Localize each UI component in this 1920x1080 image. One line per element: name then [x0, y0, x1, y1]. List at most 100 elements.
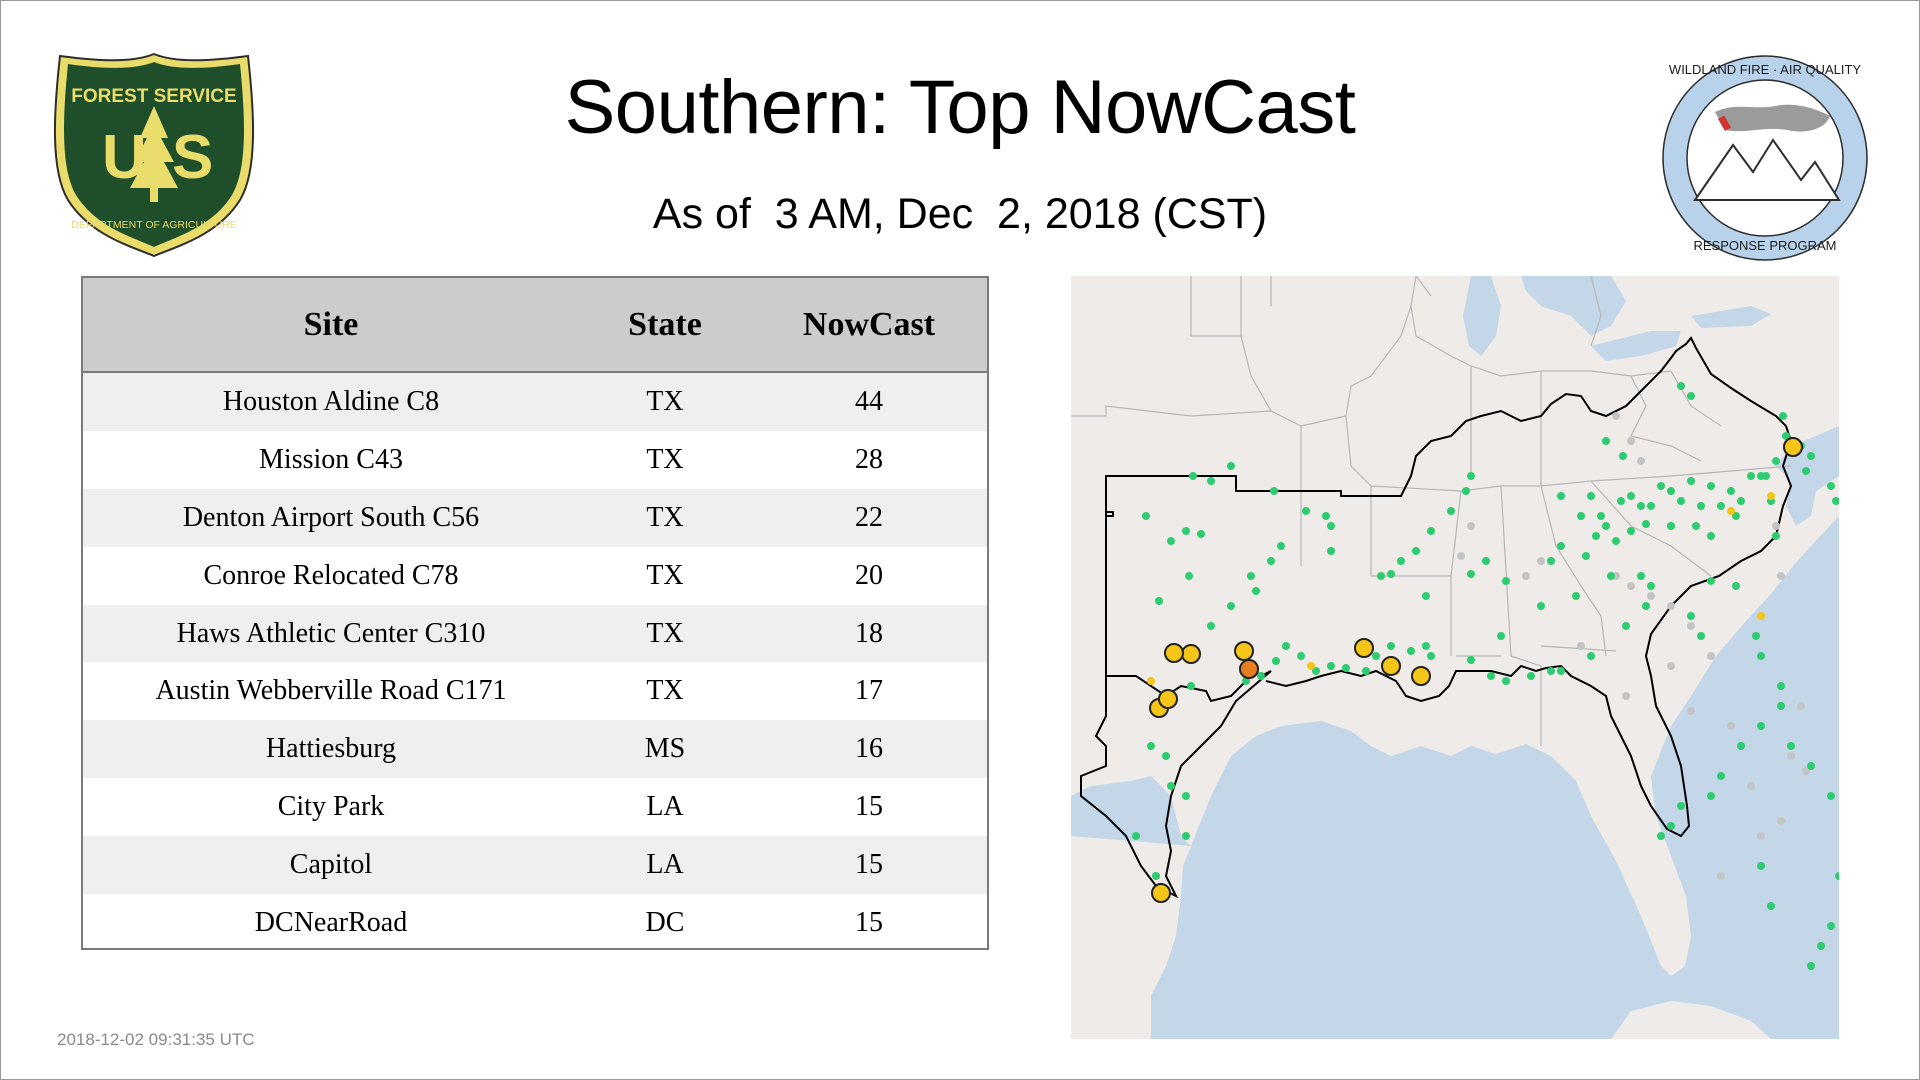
monitor-marker-good: [1667, 487, 1675, 495]
monitor-marker-good: [1185, 572, 1193, 580]
monitor-marker-moderate: [1381, 656, 1401, 676]
gulf-of-mexico: [1071, 516, 1839, 1039]
monitor-marker-no-data: [1647, 592, 1655, 600]
nowcast-cell: 15: [855, 849, 883, 881]
monitor-marker-good: [1167, 782, 1175, 790]
state-cell: TX: [646, 385, 684, 417]
monitor-marker-good: [1302, 507, 1310, 515]
monitor-marker-no-data: [1687, 622, 1695, 630]
monitor-marker-good: [1772, 532, 1780, 540]
monitor-marker-good: [1802, 467, 1810, 475]
state-cell: TX: [646, 559, 684, 591]
monitor-marker-good: [1602, 522, 1610, 530]
monitor-marker-good: [1667, 822, 1675, 830]
monitor-marker-good: [1155, 597, 1163, 605]
monitor-marker-good: [1687, 477, 1695, 485]
monitor-marker-good: [1687, 392, 1695, 400]
table-row: Hattiesburg MS 16: [83, 720, 987, 779]
monitor-marker-good: [1312, 667, 1320, 675]
monitor-marker-good: [1267, 557, 1275, 565]
monitor-marker-good: [1557, 542, 1565, 550]
site-cell: City Park: [277, 791, 385, 823]
state-cell: DC: [645, 906, 685, 938]
nowcast-cell: 22: [855, 501, 883, 533]
monitor-marker-good: [1717, 772, 1725, 780]
monitor-marker-good: [1412, 547, 1420, 555]
column-header-site: Site: [303, 305, 359, 343]
site-cell: Conroe Relocated C78: [203, 559, 459, 591]
monitor-marker-good: [1372, 652, 1380, 660]
monitor-marker-good: [1362, 667, 1370, 675]
monitor-marker-good: [1637, 502, 1645, 510]
table-row: Conroe Relocated C78 TX 20: [83, 546, 987, 605]
nowcast-cell: 16: [855, 733, 883, 765]
monitor-marker-good: [1647, 582, 1655, 590]
state-cell: TX: [646, 443, 684, 475]
monitor-marker-no-data: [1727, 722, 1735, 730]
state-cell: TX: [646, 675, 684, 707]
monitor-marker-no-data: [1612, 412, 1620, 420]
monitor-marker-good: [1142, 512, 1150, 520]
monitor-marker-no-data: [1757, 832, 1765, 840]
nowcast-cell: 15: [855, 906, 883, 938]
monitor-marker-good: [1757, 652, 1765, 660]
nowcast-cell: 28: [855, 443, 883, 475]
monitor-marker-good: [1779, 412, 1787, 420]
page-subtitle: As of 3 AM, Dec 2, 2018 (CST): [652, 190, 1268, 238]
monitor-marker-good: [1187, 682, 1195, 690]
monitor-marker-good: [1707, 482, 1715, 490]
monitor-marker-good: [1397, 557, 1405, 565]
wildland-bottom-text: RESPONSE PROGRAM: [1693, 238, 1836, 253]
monitor-marker-good: [1737, 497, 1745, 505]
wildland-top-text: WILDLAND FIRE · AIR QUALITY: [1669, 62, 1861, 77]
monitor-marker-no-data: [1777, 572, 1785, 580]
monitor-marker-good: [1582, 552, 1590, 560]
monitor-marker-good: [1527, 672, 1535, 680]
monitor-marker-good: [1692, 522, 1700, 530]
monitor-marker-good: [1667, 522, 1675, 530]
monitor-marker-moderate-small: [1147, 677, 1155, 685]
monitor-marker-good: [1147, 742, 1155, 750]
monitor-marker-good: [1657, 832, 1665, 840]
table-row: DCNearRoad DC 15: [83, 894, 987, 948]
site-cell: DCNearRoad: [254, 906, 408, 938]
monitor-marker-good: [1167, 537, 1175, 545]
nowcast-cell: 44: [855, 385, 883, 417]
monitor-marker-good: [1502, 577, 1510, 585]
monitor-marker-good: [1642, 520, 1650, 528]
monitor-marker-good: [1322, 512, 1330, 520]
monitor-marker-good: [1207, 477, 1215, 485]
monitor-marker-good: [1502, 677, 1510, 685]
monitor-marker-no-data: [1522, 572, 1530, 580]
site-cell: Mission C43: [259, 443, 403, 475]
monitor-marker-moderate-small: [1767, 492, 1775, 500]
generated-timestamp: 2018-12-02 09:31:35 UTC: [57, 1030, 255, 1049]
state-cell: MS: [644, 733, 686, 765]
monitor-marker-no-data: [1787, 752, 1795, 760]
monitor-marker-good: [1757, 862, 1765, 870]
monitor-marker-usg: [1239, 659, 1259, 679]
monitor-marker-good: [1189, 472, 1197, 480]
monitor-marker-moderate: [1234, 641, 1254, 661]
monitor-marker-good: [1497, 632, 1505, 640]
monitor-marker-good: [1612, 537, 1620, 545]
monitor-marker-moderate: [1158, 689, 1178, 709]
monitor-marker-good: [1587, 652, 1595, 660]
monitor-marker-good: [1772, 457, 1780, 465]
monitor-marker-good: [1182, 832, 1190, 840]
monitor-marker-good: [1537, 602, 1545, 610]
monitor-marker-good: [1747, 472, 1755, 480]
monitor-marker-good: [1427, 527, 1435, 535]
table-row: Mission C43 TX 28: [83, 430, 987, 489]
monitor-marker-good: [1807, 962, 1815, 970]
monitor-marker-good: [1597, 512, 1605, 520]
monitor-marker-good: [1732, 582, 1740, 590]
wildland-fire-air-quality-seal-icon: WILDLAND FIRE · AIR QUALITY RESPONSE PRO…: [1662, 55, 1868, 261]
monitor-marker-good: [1757, 472, 1765, 480]
monitor-marker-good: [1197, 530, 1205, 538]
monitor-marker-moderate-small: [1727, 507, 1735, 515]
site-cell: Houston Aldine C8: [222, 385, 440, 417]
monitor-marker-moderate: [1151, 883, 1171, 903]
table-header-row: Site State NowCast: [83, 278, 987, 372]
monitor-marker-no-data: [1772, 522, 1780, 530]
